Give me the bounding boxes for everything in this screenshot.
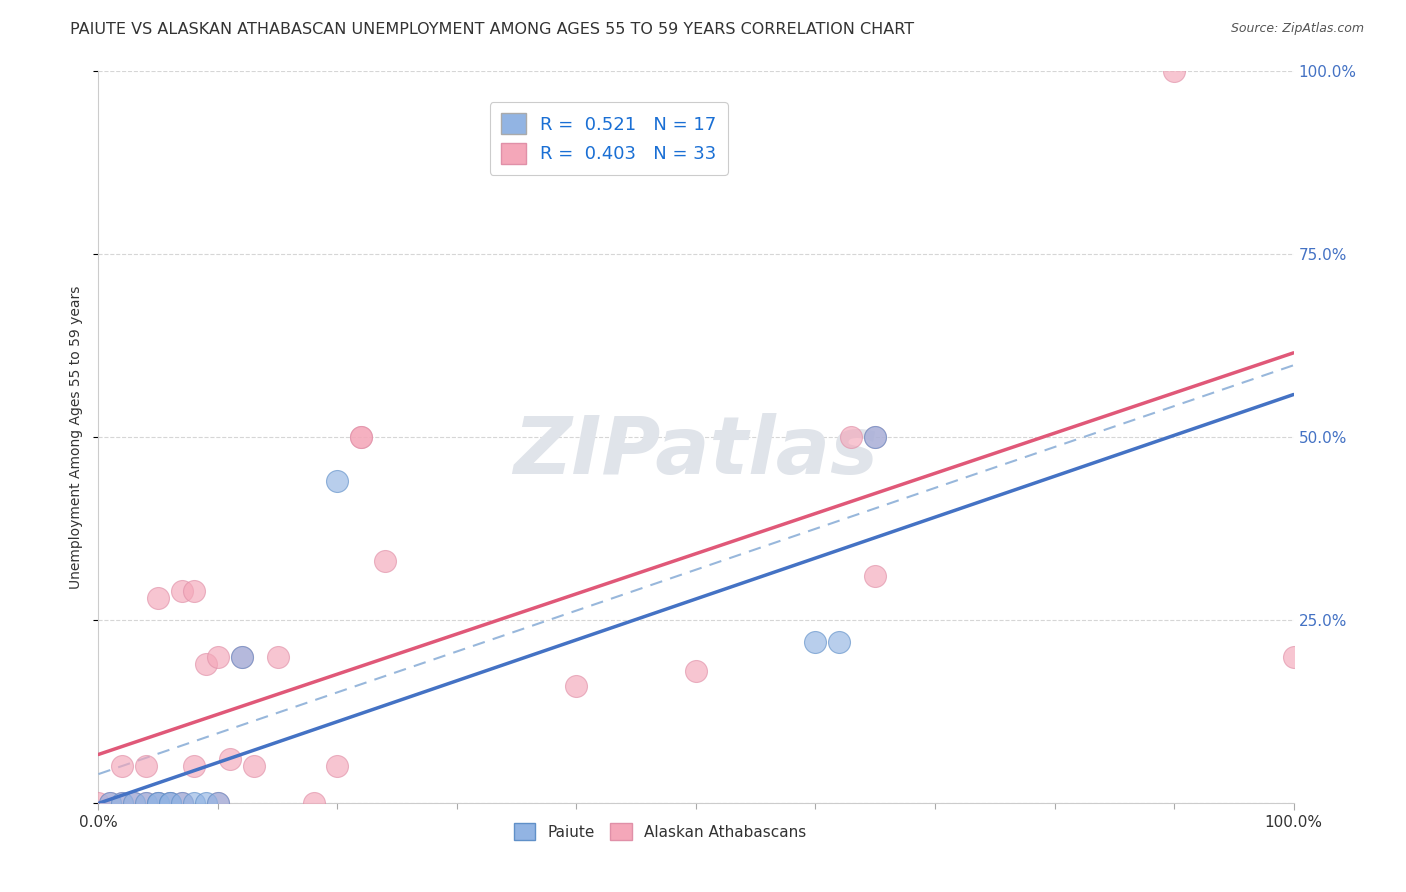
- Point: [865, 430, 887, 444]
- Point: [148, 796, 170, 810]
- Point: [111, 759, 134, 773]
- Point: [148, 796, 170, 810]
- Point: [111, 796, 134, 810]
- Point: [350, 430, 373, 444]
- Point: [159, 796, 181, 810]
- Point: [148, 796, 170, 810]
- Point: [326, 759, 349, 773]
- Point: [172, 796, 194, 810]
- Point: [1282, 649, 1305, 664]
- Point: [183, 583, 205, 598]
- Point: [195, 657, 218, 671]
- Point: [98, 796, 122, 810]
- Point: [350, 430, 373, 444]
- Point: [267, 649, 290, 664]
- Point: [207, 649, 229, 664]
- Point: [135, 796, 157, 810]
- Point: [207, 796, 229, 810]
- Text: ZIPatlas: ZIPatlas: [513, 413, 879, 491]
- Text: Source: ZipAtlas.com: Source: ZipAtlas.com: [1230, 22, 1364, 36]
- Point: [135, 759, 157, 773]
- Point: [219, 752, 242, 766]
- Point: [183, 796, 205, 810]
- Point: [124, 796, 146, 810]
- Point: [183, 759, 205, 773]
- Y-axis label: Unemployment Among Ages 55 to 59 years: Unemployment Among Ages 55 to 59 years: [69, 285, 83, 589]
- Point: [172, 583, 194, 598]
- Point: [326, 474, 349, 488]
- Point: [865, 430, 887, 444]
- Point: [98, 796, 122, 810]
- Point: [87, 796, 110, 810]
- Point: [207, 796, 229, 810]
- Point: [195, 796, 218, 810]
- Point: [231, 649, 253, 664]
- Point: [302, 796, 325, 810]
- Point: [243, 759, 266, 773]
- Point: [828, 635, 851, 649]
- Point: [231, 649, 253, 664]
- Point: [111, 796, 134, 810]
- Text: PAIUTE VS ALASKAN ATHABASCAN UNEMPLOYMENT AMONG AGES 55 TO 59 YEARS CORRELATION : PAIUTE VS ALASKAN ATHABASCAN UNEMPLOYMEN…: [70, 22, 914, 37]
- Point: [159, 796, 181, 810]
- Point: [804, 635, 827, 649]
- Point: [172, 796, 194, 810]
- Point: [685, 664, 707, 678]
- Point: [865, 569, 887, 583]
- Point: [135, 796, 157, 810]
- Legend: Paiute, Alaskan Athabascans: Paiute, Alaskan Athabascans: [508, 816, 813, 847]
- Point: [374, 554, 396, 568]
- Point: [841, 430, 863, 444]
- Point: [159, 796, 181, 810]
- Point: [124, 796, 146, 810]
- Point: [1163, 64, 1185, 78]
- Point: [148, 591, 170, 605]
- Point: [565, 679, 588, 693]
